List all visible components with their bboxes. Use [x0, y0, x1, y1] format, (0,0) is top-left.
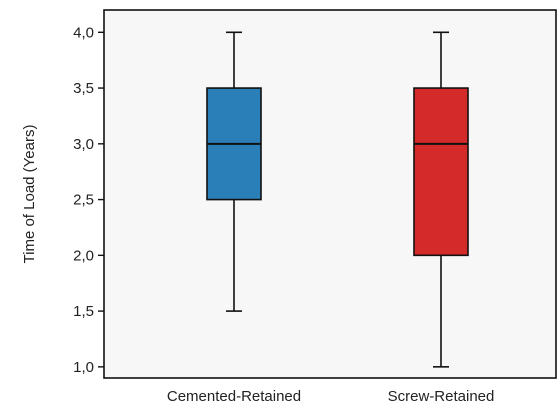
plot-area — [103, 9, 557, 379]
box-screw-retained — [413, 31, 469, 368]
y-axis-title: Time of Load (Years) — [21, 125, 38, 264]
y-tick-label: 1,0 — [73, 359, 94, 376]
y-tick-label: 3,5 — [73, 80, 94, 97]
x-category-label: Cemented-Retained — [167, 388, 301, 405]
x-category-label: Screw-Retained — [388, 388, 495, 405]
box-iqr — [413, 87, 469, 257]
y-axis-ticks: 1,0 1,5 2,0 2,5 3,0 3,5 4,0 — [73, 24, 104, 376]
box-cemented-retained — [206, 31, 262, 312]
y-tick-label: 2,0 — [73, 247, 94, 264]
y-tick-label: 4,0 — [73, 24, 94, 41]
y-tick-label: 3,0 — [73, 136, 94, 153]
x-axis-labels: Cemented-Retained Screw-Retained — [167, 388, 494, 405]
boxes — [206, 31, 469, 368]
y-tick-label: 2,5 — [73, 192, 94, 209]
y-tick-label: 1,5 — [73, 303, 94, 320]
